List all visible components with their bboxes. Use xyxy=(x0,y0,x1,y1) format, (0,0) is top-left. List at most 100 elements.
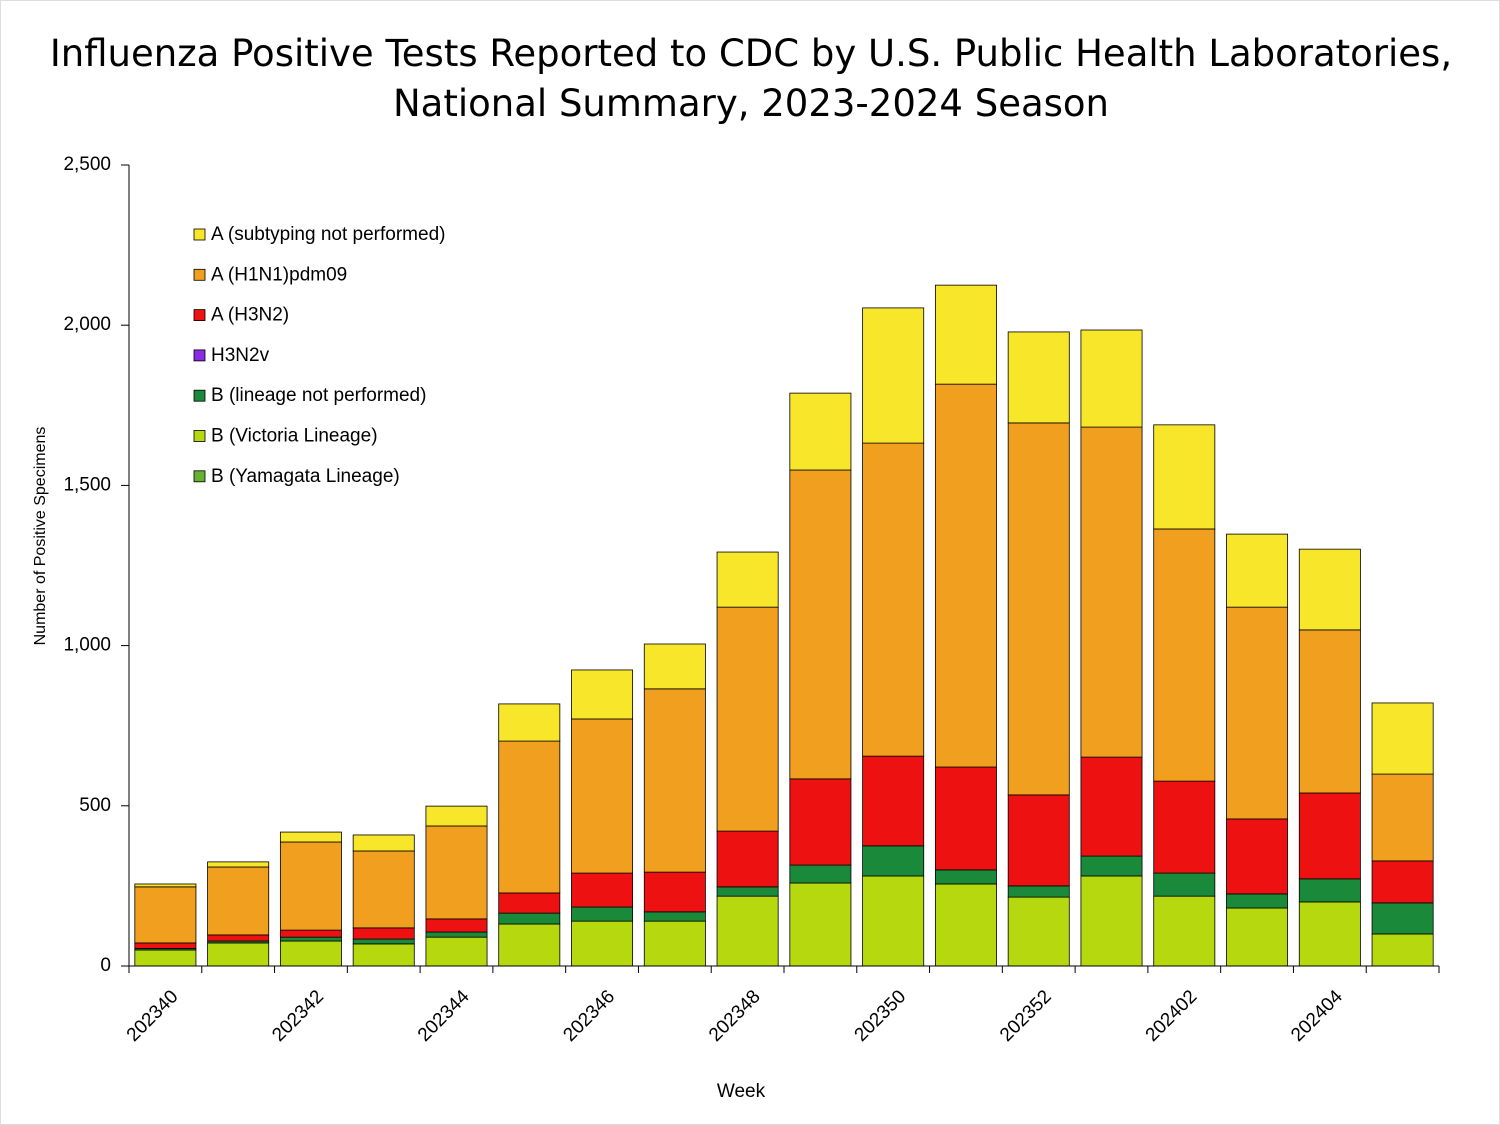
bar-segment xyxy=(716,886,779,897)
bar-segment xyxy=(789,882,852,967)
bar-segment xyxy=(571,920,634,967)
bar-segment xyxy=(716,606,779,832)
legend-label: B (lineage not performed) xyxy=(211,385,426,406)
bar-segment xyxy=(279,940,342,967)
bar-segment xyxy=(1153,872,1216,897)
bar-segment xyxy=(716,551,779,608)
bar-segment xyxy=(425,825,488,920)
bar-segment xyxy=(1371,860,1434,904)
bar-segment xyxy=(1226,606,1289,820)
bar-segment xyxy=(862,845,925,877)
bar-segment xyxy=(1298,792,1361,880)
legend-label: B (Yamagata Lineage) xyxy=(211,466,400,487)
bar-segment xyxy=(1371,773,1434,862)
bar-segment xyxy=(1080,329,1143,428)
bar-segment xyxy=(789,469,852,780)
legend-swatch xyxy=(193,268,206,281)
bar-segment xyxy=(571,906,634,922)
bar-segment xyxy=(498,912,561,925)
bar-segment xyxy=(134,883,197,888)
legend-swatch xyxy=(193,430,206,442)
y-tick-label: 1,500 xyxy=(63,474,111,495)
bar-segment xyxy=(934,869,997,885)
legend-label: B (Victoria Lineage) xyxy=(211,426,378,447)
bar-segment xyxy=(1080,875,1143,967)
bar-segment xyxy=(1007,896,1070,967)
bar-segment xyxy=(1080,855,1143,877)
bar-segment xyxy=(1007,331,1070,424)
bar-segment xyxy=(1153,780,1216,874)
bar-segment xyxy=(934,766,997,871)
bar-segment xyxy=(1298,878,1361,903)
bar-segment xyxy=(352,927,415,940)
bar-segment xyxy=(643,871,706,913)
bar-segment xyxy=(352,850,415,929)
legend-label: A (subtyping not performed) xyxy=(211,224,445,245)
bar-segment xyxy=(1226,893,1289,909)
x-tick-label: 202350 xyxy=(851,986,911,1046)
legend-swatch xyxy=(193,349,206,362)
bar-segment xyxy=(571,669,634,720)
bar-segment xyxy=(1007,885,1070,898)
x-tick-label: 202344 xyxy=(414,986,474,1046)
bar-segment xyxy=(498,923,561,967)
bar-segment xyxy=(1226,533,1289,608)
legend-label: A (H1N1)pdm09 xyxy=(211,264,347,285)
bar-segment xyxy=(279,929,342,938)
bar-segment xyxy=(1371,933,1434,967)
bar-segment xyxy=(1153,424,1216,530)
legend-swatch xyxy=(193,470,206,483)
bar-segment xyxy=(425,918,488,933)
bar-segment xyxy=(862,442,925,757)
bar-segment xyxy=(425,936,488,967)
legend-label: A (H3N2) xyxy=(211,305,289,326)
bar-segment xyxy=(934,883,997,967)
x-axis-label: Week xyxy=(717,1081,766,1102)
bar-segment xyxy=(789,392,852,471)
bar-segment xyxy=(934,284,997,385)
bar-segment xyxy=(1080,426,1143,758)
legend-swatch xyxy=(193,228,206,241)
bar-segment xyxy=(207,942,270,967)
bar-segment xyxy=(352,938,415,945)
bar-segment xyxy=(498,740,561,894)
bar-segment xyxy=(1371,702,1434,775)
bar-segment xyxy=(1007,422,1070,796)
y-tick-label: 2,000 xyxy=(63,314,111,335)
y-tick-label: 0 xyxy=(100,955,111,976)
bar-segment xyxy=(1298,629,1361,794)
bar-segment xyxy=(207,934,270,942)
bar-segment xyxy=(643,911,706,922)
bar-segment xyxy=(425,931,488,938)
bar-segment xyxy=(134,942,197,949)
bar-segment xyxy=(934,383,997,768)
bar-segment xyxy=(1371,902,1434,935)
bar-segment xyxy=(1226,818,1289,895)
bar-segment xyxy=(571,718,634,874)
bar-segment xyxy=(207,866,270,936)
y-tick-label: 2,500 xyxy=(63,154,111,175)
bar-segment xyxy=(862,875,925,967)
bar-segment xyxy=(643,643,706,690)
y-tick-label: 1,000 xyxy=(63,635,111,656)
bar-segment xyxy=(352,834,415,852)
bar-segment xyxy=(643,688,706,873)
bar-segment xyxy=(643,920,706,967)
bar-segment xyxy=(279,936,342,942)
bar-segment xyxy=(862,755,925,847)
bar-segment xyxy=(134,949,197,967)
bar-segment xyxy=(716,830,779,888)
bar-segment xyxy=(207,861,270,868)
x-tick-label: 202348 xyxy=(705,986,765,1046)
bar-segment xyxy=(1007,794,1070,887)
x-tick-label: 202346 xyxy=(559,986,619,1046)
x-tick-label: 202352 xyxy=(996,986,1056,1046)
bar-segment xyxy=(1298,548,1361,631)
x-tick-label: 202402 xyxy=(1142,986,1202,1046)
x-tick-label: 202404 xyxy=(1287,986,1347,1046)
legend-label: H3N2v xyxy=(211,345,270,366)
bar-segment xyxy=(279,831,342,843)
chart-title: Influenza Positive Tests Reported to CDC… xyxy=(49,32,1453,125)
y-axis-label: Number of Positive Specimens xyxy=(32,427,49,646)
